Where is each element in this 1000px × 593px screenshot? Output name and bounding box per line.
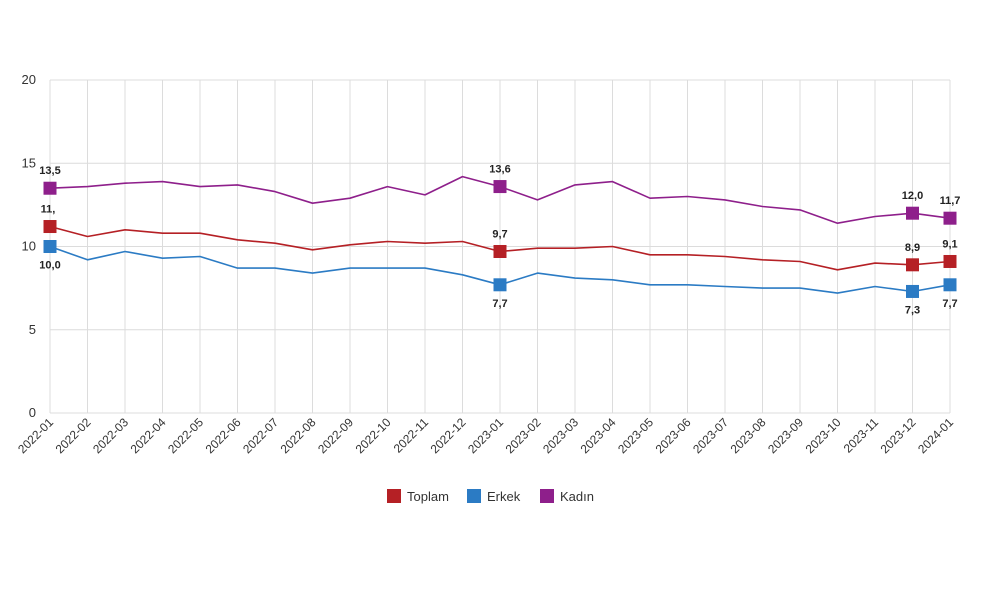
x-tick-label: 2022-12 bbox=[428, 415, 469, 456]
data-label: 7,3 bbox=[905, 304, 920, 316]
point-marker bbox=[906, 284, 919, 298]
x-tick-label: 2022-09 bbox=[315, 415, 356, 456]
data-label: 10,0 bbox=[39, 260, 60, 272]
point-marker bbox=[493, 180, 507, 194]
point-marker bbox=[493, 244, 507, 258]
x-tick-label: 2023-03 bbox=[540, 415, 581, 456]
x-tick-label: 2022-04 bbox=[128, 415, 169, 456]
point-marker bbox=[493, 278, 507, 292]
x-tick-label: 2023-04 bbox=[578, 415, 619, 456]
x-tick-label: 2023-05 bbox=[615, 415, 656, 456]
x-tick-label: 2022-03 bbox=[90, 415, 131, 456]
x-tick-label: 2022-05 bbox=[165, 415, 206, 456]
x-tick-label: 2023-12 bbox=[878, 415, 919, 456]
x-tick-label: 2023-08 bbox=[728, 415, 769, 456]
x-tick-label: 2023-09 bbox=[765, 415, 806, 456]
point-marker bbox=[43, 220, 57, 234]
data-label: 8,9 bbox=[905, 242, 920, 254]
x-tick-label: 2022-01 bbox=[15, 415, 56, 456]
x-tick-label: 2022-08 bbox=[278, 415, 319, 456]
y-tick-label: 15 bbox=[22, 155, 36, 170]
y-tick-label: 20 bbox=[22, 72, 36, 87]
x-tick-label: 2023-01 bbox=[465, 415, 506, 456]
y-tick-label: 5 bbox=[29, 322, 36, 337]
data-label: 13,6 bbox=[489, 164, 510, 176]
point-marker bbox=[43, 240, 57, 253]
x-tick-label: 2023-06 bbox=[653, 415, 694, 456]
legend-label-erkek: Erkek bbox=[487, 489, 521, 504]
legend-swatch-kadın bbox=[540, 489, 554, 503]
point-marker bbox=[43, 181, 57, 195]
data-label: 11,7 bbox=[940, 195, 961, 207]
x-tick-label: 2022-07 bbox=[240, 415, 281, 456]
y-tick-label: 10 bbox=[22, 239, 36, 254]
point-marker bbox=[906, 258, 919, 272]
x-tick-label: 2023-07 bbox=[690, 415, 731, 456]
point-marker bbox=[943, 211, 957, 225]
point-marker bbox=[943, 278, 957, 292]
x-tick-label: 2022-02 bbox=[53, 415, 94, 456]
x-tick-label: 2023-02 bbox=[503, 415, 544, 456]
point-marker bbox=[943, 254, 957, 268]
x-tick-label: 2023-11 bbox=[841, 415, 882, 456]
legend-swatch-toplam bbox=[387, 489, 401, 503]
legend-label-toplam: Toplam bbox=[407, 489, 449, 504]
y-tick-label: 0 bbox=[29, 405, 36, 420]
data-label: 13,5 bbox=[39, 165, 60, 177]
data-label: 12,0 bbox=[902, 190, 923, 202]
legend-swatch-erkek bbox=[467, 489, 481, 503]
x-tick-label: 2023-10 bbox=[803, 415, 844, 456]
x-tick-label: 2022-06 bbox=[203, 415, 244, 456]
series-layer bbox=[43, 175, 957, 298]
x-tick-label: 2022-10 bbox=[353, 415, 394, 456]
label-layer: 11, 9,7 8,9 9,1 10,0 7,7 7,3 7,7 13,5 13,6 12,0 11,… bbox=[39, 164, 960, 317]
data-label: 7,7 bbox=[942, 298, 957, 310]
data-label: 9,7 bbox=[492, 228, 507, 240]
x-tick-label: 2022-11 bbox=[391, 415, 432, 456]
point-marker bbox=[906, 206, 919, 220]
data-label: 7,7 bbox=[492, 298, 507, 310]
legend: Toplam Erkek Kadın bbox=[387, 489, 594, 504]
data-label: 9,1 bbox=[942, 238, 957, 250]
data-label: 11, bbox=[41, 204, 56, 216]
x-tick-label: 2024-01 bbox=[915, 415, 956, 456]
legend-label-kadın: Kadın bbox=[560, 489, 594, 504]
